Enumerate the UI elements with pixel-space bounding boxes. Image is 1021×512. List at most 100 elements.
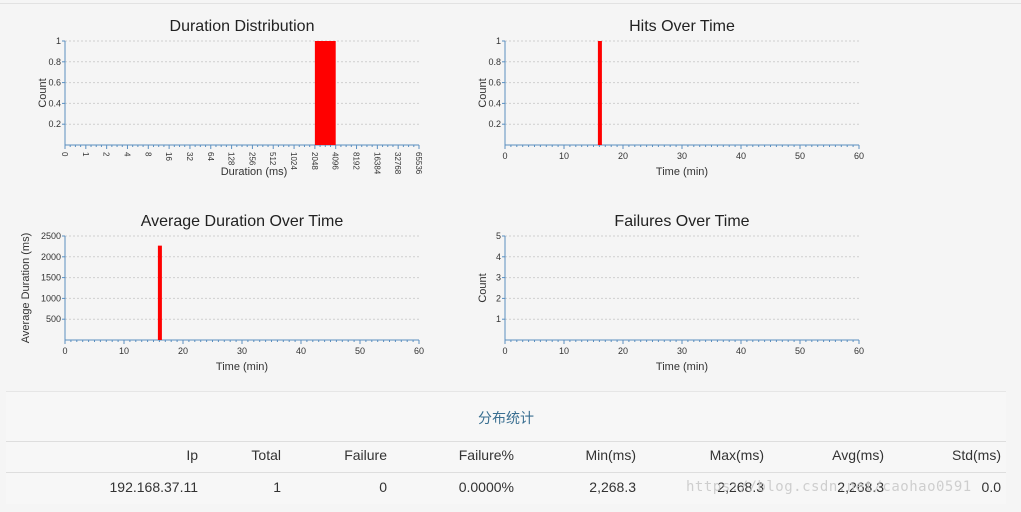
table-cell: 2,268.3: [589, 479, 636, 495]
stats-title: 分布统计: [478, 410, 534, 426]
table-cell: 2,268.3: [717, 479, 764, 495]
average-duration-over-time-chart: Average Duration Over Time 500 1000 1500 200…: [0, 205, 440, 380]
x-tick-label: 65536: [414, 152, 423, 175]
y-tick-label: 0.8: [48, 57, 61, 67]
y-axis-label: Count: [477, 273, 489, 302]
table-cell: 0.0000%: [458, 479, 514, 495]
column-header: Ip: [186, 447, 198, 463]
y-tick-label: 2500: [41, 231, 61, 241]
x-tick-label: 0: [62, 346, 67, 356]
top-divider: [0, 3, 1021, 4]
x-tick-label: 50: [355, 346, 365, 356]
y-tick-label: 1: [496, 314, 501, 324]
x-tick-label: 20: [618, 151, 628, 161]
column-header: Min(ms): [585, 447, 636, 463]
x-axis-label: Time (min): [656, 361, 708, 373]
y-tick-label: 1000: [41, 293, 61, 303]
y-tick-label: 0.6: [488, 78, 501, 88]
watermark: https://blog.csdn.net/caohao0591: [686, 479, 972, 495]
x-tick-label: 0: [502, 346, 507, 356]
y-tick-label: 0.2: [488, 119, 501, 129]
y-tick-label: 2000: [41, 252, 61, 262]
x-tick-label: 30: [237, 346, 247, 356]
y-tick-label: 1500: [41, 273, 61, 283]
x-tick-label: 0: [60, 152, 69, 157]
y-axis-label: Average Duration (ms): [20, 233, 32, 343]
table-cell: 2,268.3: [837, 479, 884, 495]
y-tick-label: 5: [496, 231, 501, 241]
x-tick-label: 40: [296, 346, 306, 356]
x-tick-label: 60: [414, 346, 424, 356]
x-tick-label: 40: [736, 346, 746, 356]
chart-title: Average Duration Over Time: [141, 213, 344, 230]
column-header: Total: [251, 447, 281, 463]
y-tick-label: 4: [496, 252, 501, 262]
y-tick-label: 2: [496, 293, 501, 303]
x-axis-label: Time (min): [656, 166, 708, 178]
x-tick-label: 512: [268, 152, 277, 166]
x-tick-label: 256: [247, 152, 256, 166]
chart-title: Duration Distribution: [170, 18, 315, 35]
column-header: Std(ms): [952, 447, 1001, 463]
x-tick-label: 60: [854, 151, 864, 161]
x-tick-label: 2048: [310, 152, 319, 170]
x-tick-label: 20: [178, 346, 188, 356]
x-tick-label: 40: [736, 151, 746, 161]
bar: [314, 41, 336, 145]
x-tick-label: 8192: [352, 152, 361, 170]
x-tick-label: 2: [102, 152, 111, 157]
duration-distribution-chart: Duration Distribution 0.2 0.4 0.6 0.8 1 0 1 2 4 8 1…: [0, 10, 440, 185]
x-tick-label: 1: [81, 152, 90, 157]
chart-title: Hits Over Time: [629, 18, 735, 35]
chart-title: Failures Over Time: [614, 213, 749, 230]
x-tick-label: 4: [122, 152, 131, 157]
x-tick-label: 32: [185, 152, 194, 161]
hits-over-time-chart: Hits Over Time 0.2 0.4 0.6 0.8 1 0 10 20 30 40 50 60…: [440, 10, 880, 185]
x-axis-label: Duration (ms): [221, 166, 288, 178]
x-tick-label: 50: [795, 346, 805, 356]
x-tick-label: 30: [677, 346, 687, 356]
y-tick-label: 1: [496, 36, 501, 46]
table-cell: 1: [273, 479, 281, 495]
y-tick-label: 0.6: [48, 78, 61, 88]
column-header: Avg(ms): [832, 447, 884, 463]
y-tick-label: 0.8: [488, 57, 501, 67]
x-tick-label: 4096: [331, 152, 340, 170]
column-header: Failure: [344, 447, 387, 463]
x-tick-label: 16384: [372, 152, 381, 175]
row-divider: [6, 472, 1006, 473]
x-tick-label: 16: [164, 152, 173, 161]
x-tick-label: 10: [559, 346, 569, 356]
bar: [157, 245, 162, 340]
y-tick-label: 0.4: [48, 98, 61, 108]
table-cell: 0.0: [981, 479, 1001, 495]
y-tick-label: 3: [496, 273, 501, 283]
x-tick-label: 10: [119, 346, 129, 356]
column-header: Max(ms): [709, 447, 764, 463]
table-cell: 192.168.37.11: [109, 479, 199, 495]
y-tick-label: 1: [56, 36, 61, 46]
bar: [597, 41, 602, 145]
x-tick-label: 60: [854, 346, 864, 356]
table-cell: 0: [379, 479, 387, 495]
y-axis-label: Count: [37, 78, 49, 107]
y-tick-label: 0.2: [48, 119, 61, 129]
x-tick-label: 8: [143, 152, 152, 157]
chart-svg: Average Duration Over Time50010001500200…: [20, 213, 424, 373]
x-tick-label: 20: [618, 346, 628, 356]
x-tick-label: 64: [206, 152, 215, 161]
x-tick-label: 0: [502, 151, 507, 161]
x-tick-label: 50: [795, 151, 805, 161]
x-axis-label: Time (min): [216, 361, 268, 373]
x-tick-label: 128: [227, 152, 236, 166]
header-divider: [6, 441, 1006, 442]
x-tick-label: 30: [677, 151, 687, 161]
x-tick-label: 1024: [289, 152, 298, 170]
column-header: Failure%: [458, 447, 514, 463]
y-tick-label: 0.4: [488, 98, 501, 108]
y-tick-label: 500: [46, 314, 61, 324]
failures-over-time-chart: Failures Over Time 1 2 3 4 5 0 10 20 30 40 50 60 Time…: [440, 205, 880, 380]
